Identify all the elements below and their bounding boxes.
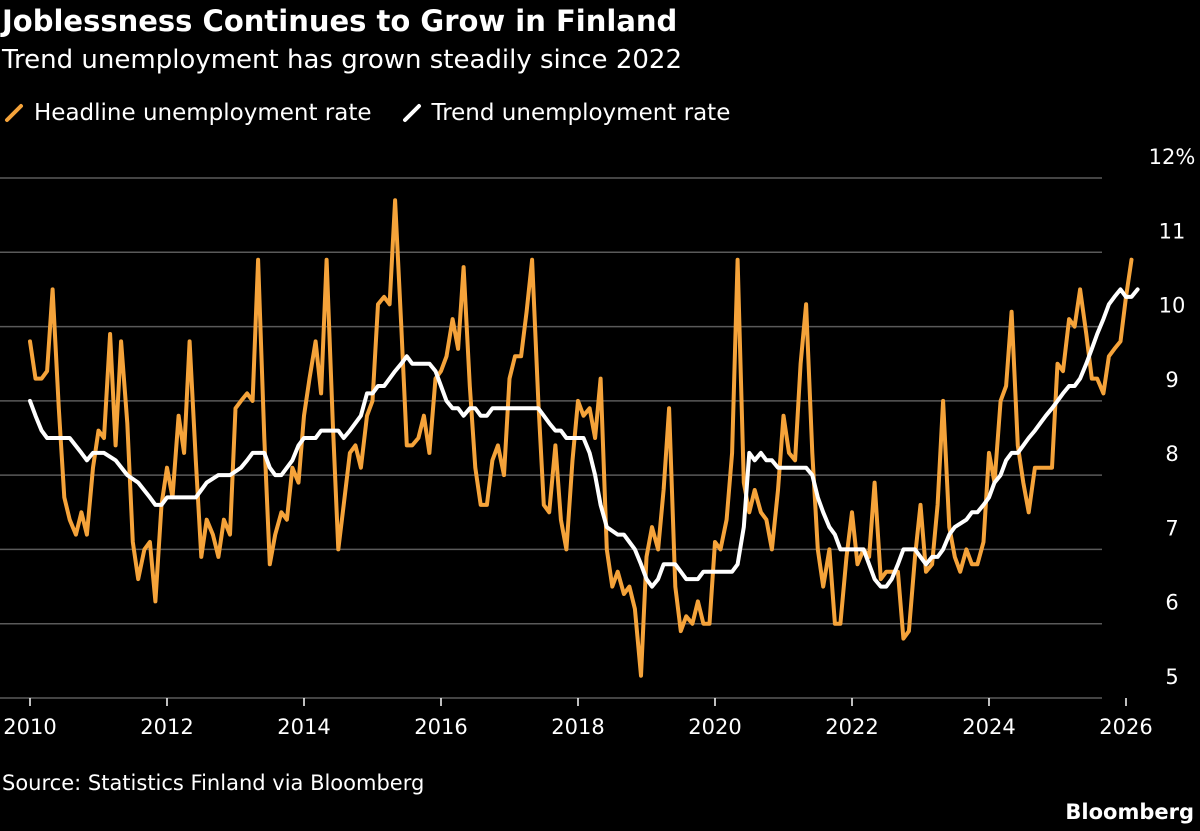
legend-label-trend: Trend unemployment rate — [431, 100, 731, 126]
legend-swatch-headline — [5, 104, 23, 122]
series-line-headline — [28, 198, 1134, 678]
legend-item-headline: Headline unemployment rate — [4, 100, 372, 126]
x-tick-label-2012: 2012 — [140, 715, 193, 739]
x-tick-label-2024: 2024 — [962, 715, 1015, 739]
y-tick-label-10: 10 — [1159, 294, 1186, 318]
legend-item-trend: Trend unemployment rate — [402, 100, 731, 126]
x-tick-label-2010: 2010 — [3, 715, 56, 739]
x-tick-label-2016: 2016 — [414, 715, 467, 739]
y-tick-label-12: 12% — [1149, 145, 1196, 169]
y-tick-label-6: 6 — [1165, 591, 1178, 615]
legend: Headline unemployment rate Trend unemplo… — [4, 96, 760, 130]
chart-title: Joblessness Continues to Grow in Finland — [2, 4, 678, 38]
source-note: Source: Statistics Finland via Bloomberg — [2, 771, 425, 795]
bloomberg-logo: Bloomberg — [1065, 800, 1194, 824]
x-tick-label-2020: 2020 — [688, 715, 741, 739]
x-tick-label-2014: 2014 — [277, 715, 330, 739]
series-line-trend — [28, 287, 1140, 589]
y-tick-label-7: 7 — [1165, 516, 1178, 540]
y-tick-label-5: 5 — [1165, 665, 1178, 689]
x-tick-label-2018: 2018 — [551, 715, 604, 739]
y-tick-label-11: 11 — [1159, 219, 1186, 243]
x-tick-label-2022: 2022 — [825, 715, 878, 739]
y-tick-label-9: 9 — [1165, 368, 1178, 392]
legend-label-headline: Headline unemployment rate — [34, 100, 372, 126]
chart-subtitle: Trend unemployment has grown steadily si… — [2, 45, 682, 75]
legend-swatch-trend — [402, 104, 421, 122]
y-tick-label-8: 8 — [1165, 442, 1178, 466]
x-tick-label-2026: 2026 — [1099, 715, 1152, 739]
